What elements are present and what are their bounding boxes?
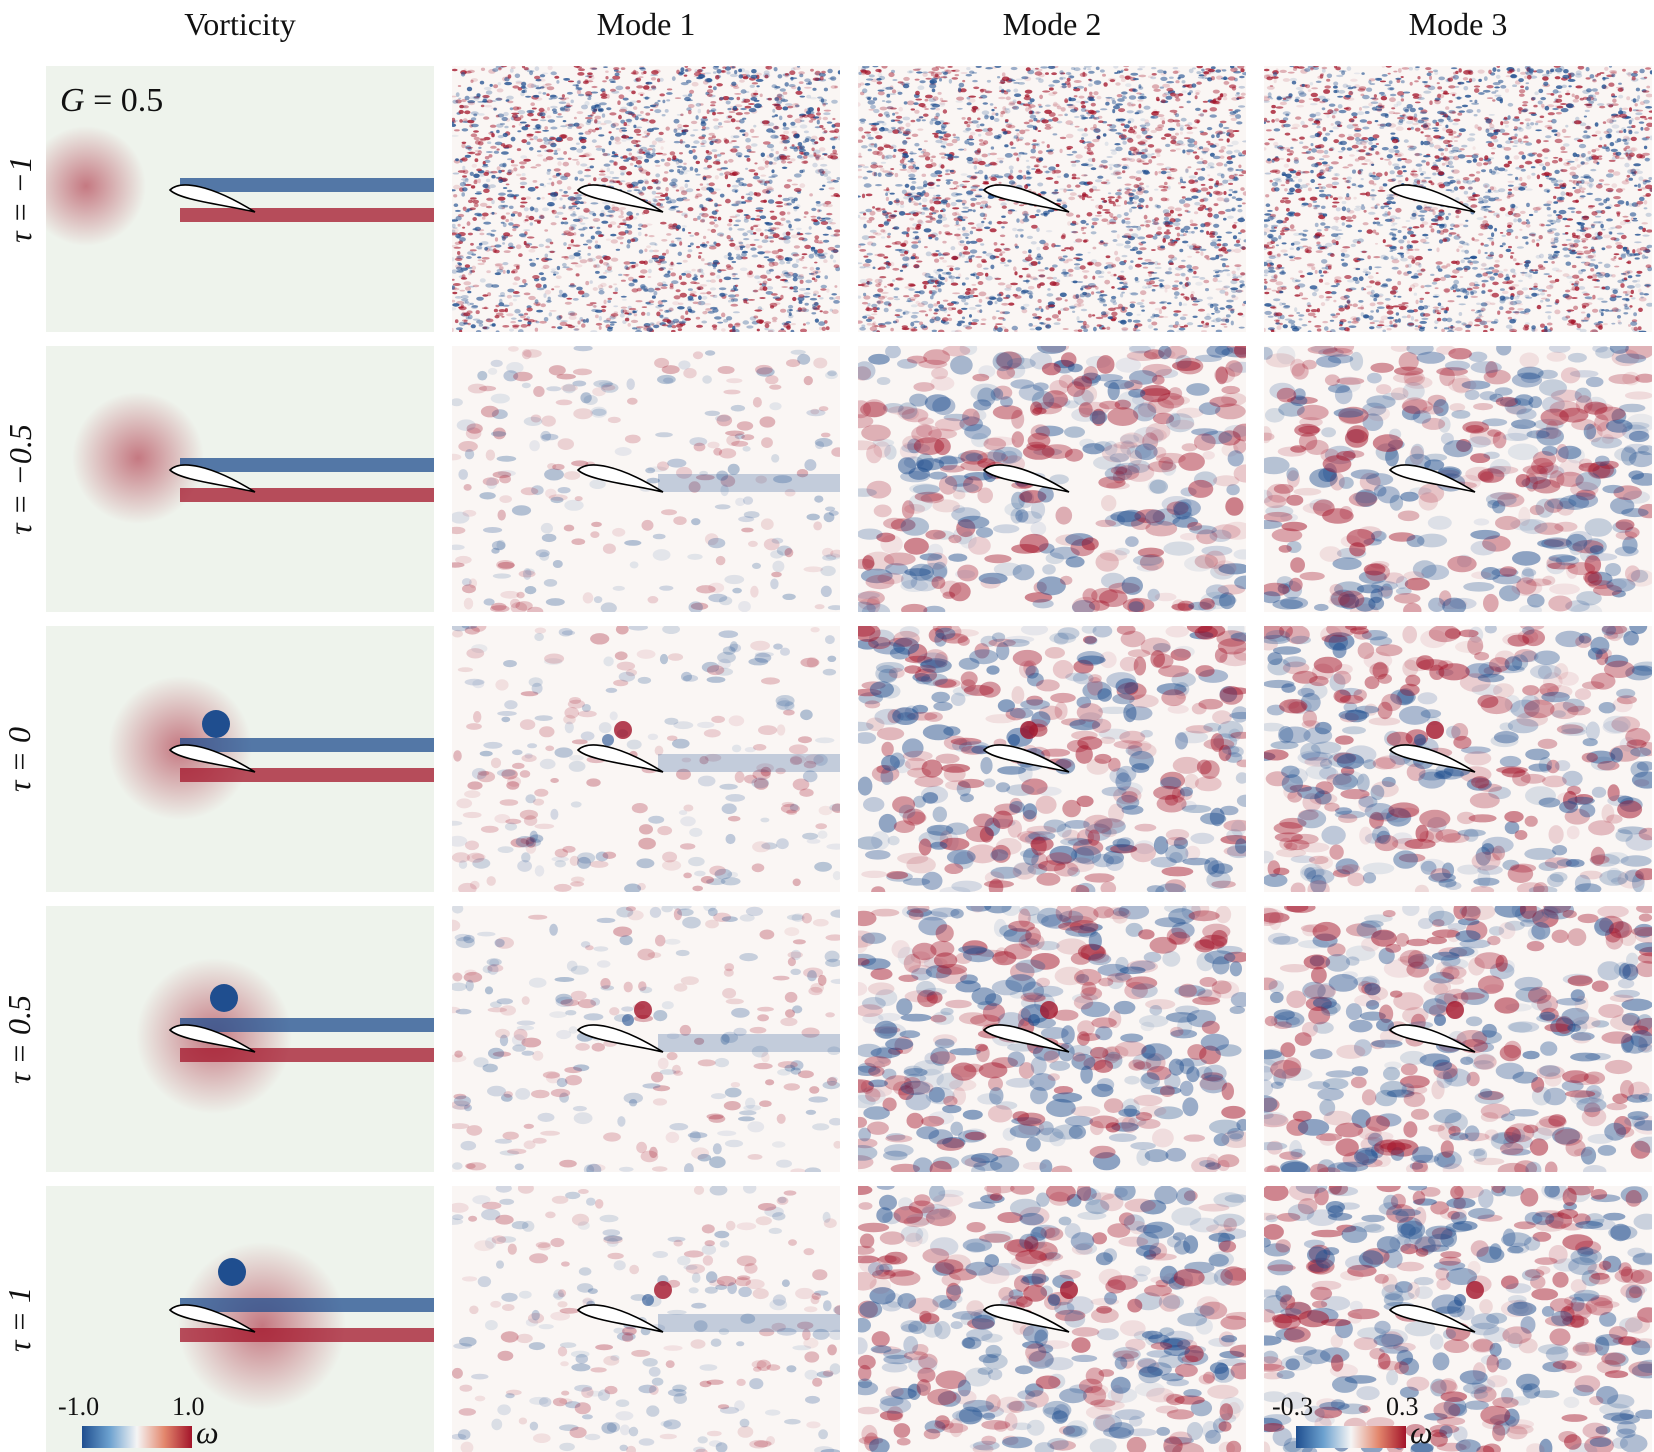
mode-1-panel-row-1 xyxy=(452,66,840,332)
vorticity-panel-row-4 xyxy=(46,906,434,1172)
airfoil-shape xyxy=(576,184,664,213)
vorticity-colorbar-min-label: -1.0 xyxy=(58,1392,100,1421)
airfoil-shape xyxy=(576,1024,664,1053)
airfoil-shape xyxy=(168,464,256,493)
mode-1-panel-row-3 xyxy=(452,626,840,892)
mode-3-panel-row-4 xyxy=(1264,906,1652,1172)
mode-3-panel-row-1 xyxy=(1264,66,1652,332)
mode-colorbar: -0.3 0.3 ω xyxy=(1270,1392,1433,1450)
airfoil-shape xyxy=(982,744,1070,773)
vorticity-colorbar-gradient xyxy=(82,1426,192,1448)
airfoil-shape xyxy=(982,184,1070,213)
airfoil-shape xyxy=(576,1304,664,1333)
row-label-tau-0: τ = 0 xyxy=(1,726,38,792)
airfoil-shape xyxy=(1388,1304,1476,1333)
mode-colorbar-gradient xyxy=(1296,1426,1406,1448)
airfoil-shape xyxy=(1388,464,1476,493)
mode-1-panel-row-2 xyxy=(452,346,840,612)
column-header-vorticity: Vorticity xyxy=(184,6,296,42)
vorticity-colorbar-max-label: 1.0 xyxy=(172,1392,205,1421)
mode-colorbar-max-label: 0.3 xyxy=(1386,1392,1419,1421)
airfoil-shape xyxy=(168,184,256,213)
column-header-mode-3: Mode 3 xyxy=(1408,6,1508,42)
vorticity-colorbar: -1.0 1.0 ω xyxy=(56,1392,219,1450)
row-label-tau-05: τ = 0.5 xyxy=(1,994,38,1084)
mode-2-panel-row-2 xyxy=(858,346,1246,612)
airfoil-shape xyxy=(1388,184,1476,213)
vorticity-panel-row-2 xyxy=(46,346,434,612)
vorticity-colorbar-symbol: ω xyxy=(196,1414,219,1450)
airfoil-shape xyxy=(982,1304,1070,1333)
column-header-mode-1: Mode 1 xyxy=(596,6,696,42)
row-label-tau-neg05: τ = −0.5 xyxy=(1,423,38,535)
vorticity-panel-row-1 xyxy=(46,66,434,332)
row-label-tau-1: τ = 1 xyxy=(1,1286,38,1352)
mode-3-panel-row-5 xyxy=(1264,1186,1652,1452)
vorticity-panel-row-5 xyxy=(46,1186,434,1452)
mode-colorbar-symbol: ω xyxy=(1410,1414,1433,1450)
airfoil-shape xyxy=(576,744,664,773)
airfoil-shape xyxy=(168,1024,256,1053)
mode-2-panel-row-3 xyxy=(858,626,1246,892)
mode-3-panel-row-3 xyxy=(1264,626,1652,892)
mode-2-panel-row-5 xyxy=(858,1186,1246,1452)
mode-2-panel-row-1 xyxy=(858,66,1246,332)
mode-1-panel-row-4 xyxy=(452,906,840,1172)
airfoil-shape xyxy=(982,464,1070,493)
airfoil-shape xyxy=(168,1304,256,1333)
airfoil-shape xyxy=(982,1024,1070,1053)
airfoil-shape xyxy=(168,744,256,773)
gust-ratio-label: G = 0.5 xyxy=(60,82,164,119)
vorticity-panel-row-3 xyxy=(46,626,434,892)
airfoil-shape xyxy=(1388,744,1476,773)
mode-3-panel-row-2 xyxy=(1264,346,1652,612)
column-header-mode-2: Mode 2 xyxy=(1002,6,1102,42)
airfoil-shape xyxy=(1388,1024,1476,1053)
mode-2-panel-row-4 xyxy=(858,906,1246,1172)
mode-1-panel-row-5 xyxy=(452,1186,840,1452)
row-label-tau-neg1: τ = −1 xyxy=(1,155,38,243)
airfoil-shape xyxy=(576,464,664,493)
mode-colorbar-min-label: -0.3 xyxy=(1272,1392,1314,1421)
